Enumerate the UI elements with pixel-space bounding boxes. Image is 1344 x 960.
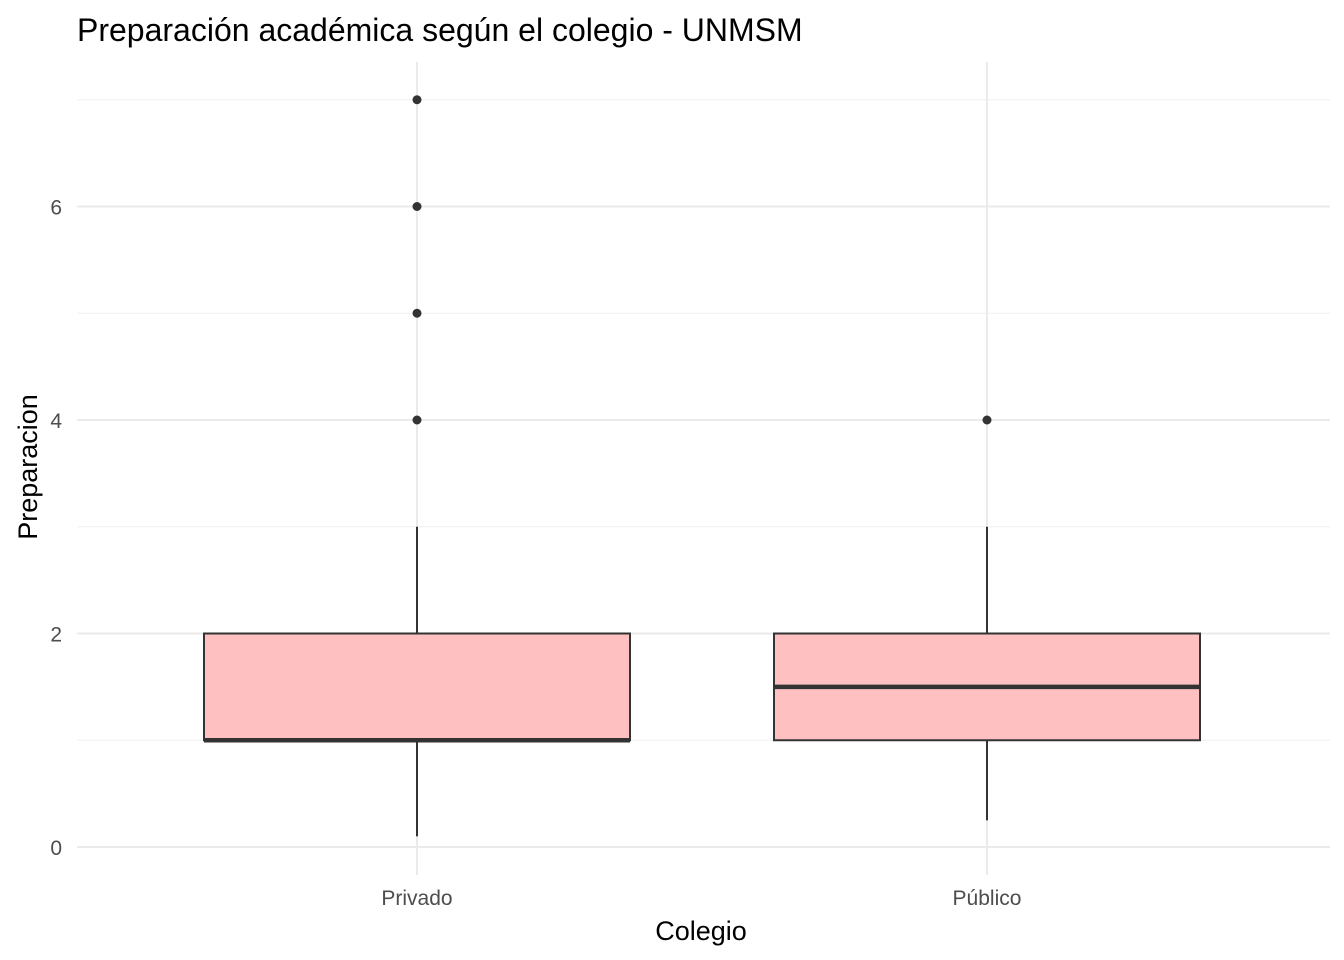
outlier-point <box>412 308 422 318</box>
x-axis-title: Colegio <box>655 916 747 946</box>
plot-area: 0 2 4 6 Privado Público <box>50 62 1330 910</box>
y-axis-title: Preparacion <box>13 394 43 540</box>
outlier-point <box>412 95 422 105</box>
y-tick-label: 2 <box>50 624 62 647</box>
box-privado <box>203 632 631 742</box>
outlier-point <box>412 415 422 425</box>
outlier-point <box>982 415 992 425</box>
outlier-point <box>412 202 422 211</box>
y-tick-label: 0 <box>50 837 62 860</box>
x-tick-label: Público <box>953 887 1022 910</box>
y-tick-label: 6 <box>50 197 62 220</box>
x-tick-label: Privado <box>381 887 452 910</box>
chart-title: Preparación académica según el colegio -… <box>77 12 803 48</box>
y-tick-label: 4 <box>50 410 62 433</box>
